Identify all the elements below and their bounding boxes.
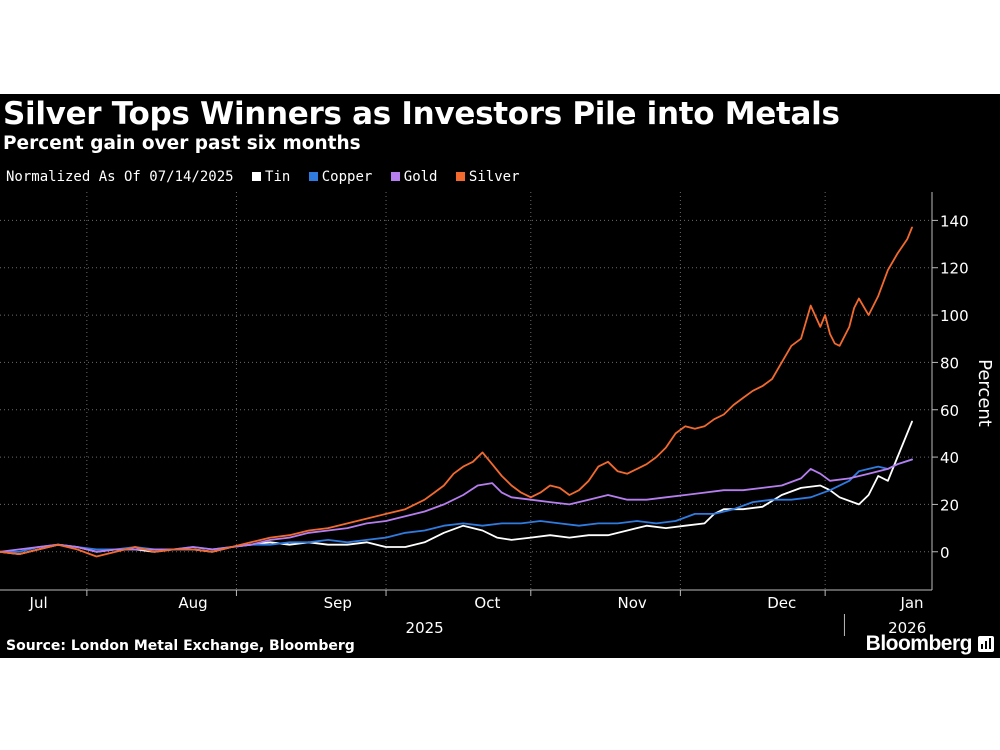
brand-wordmark: Bloomberg: [865, 632, 973, 655]
legend-item-copper: Copper: [308, 169, 373, 185]
x-month-label-jul: Jul: [29, 594, 48, 612]
series-line-silver: [0, 226, 913, 558]
x-month-label-sep: Sep: [324, 594, 352, 612]
x-month-label-aug: Aug: [178, 594, 207, 612]
series-line-copper: [0, 458, 913, 553]
legend-prefix: Normalized As Of 07/14/2025: [6, 169, 234, 185]
legend-label-tin: Tin: [265, 169, 291, 185]
x-year-label-2026: 2026: [888, 619, 926, 637]
y-tick-label-4: 80: [940, 354, 959, 372]
y-tick-label-1: 20: [940, 496, 959, 514]
chart-panel: [0, 94, 1000, 658]
y-tick-label-2: 40: [940, 449, 959, 467]
series-line-gold: [0, 458, 913, 553]
chart-subtitle: Percent gain over past six months: [3, 133, 361, 154]
x-month-label-jan: Jan: [899, 594, 923, 612]
legend: Normalized As Of 07/14/2025 Tin Copper G…: [6, 169, 520, 185]
legend-label-silver: Silver: [468, 169, 520, 185]
source-note: Source: London Metal Exchange, Bloomberg: [6, 638, 355, 654]
x-year-label-2025: 2025: [406, 619, 444, 637]
x-month-label-oct: Oct: [474, 594, 500, 612]
chart-title: Silver Tops Winners as Investors Pile in…: [3, 96, 840, 132]
legend-swatch-gold: [390, 172, 400, 181]
y-tick-label-5: 100: [940, 307, 969, 325]
y-tick-label-6: 120: [940, 260, 969, 278]
x-month-label-nov: Nov: [617, 594, 646, 612]
legend-item-silver: Silver: [455, 169, 520, 185]
legend-item-gold: Gold: [390, 169, 438, 185]
legend-swatch-copper: [308, 172, 318, 181]
y-tick-label-3: 60: [940, 402, 959, 420]
y-axis-title: Percent: [974, 359, 995, 427]
legend-item-tin: Tin: [252, 169, 290, 185]
legend-label-gold: Gold: [403, 169, 438, 185]
series-line-tin: [0, 420, 913, 556]
legend-label-copper: Copper: [321, 169, 373, 185]
y-tick-label-0: 0: [940, 544, 950, 562]
bloomberg-logo-icon: [978, 636, 994, 652]
y-tick-label-7: 140: [940, 212, 969, 230]
legend-swatch-silver: [455, 172, 465, 181]
legend-swatch-tin: [252, 172, 262, 181]
x-month-label-dec: Dec: [767, 594, 796, 612]
line-chart: 0 20 40 60 80 100 120 140 Percent Jul Aug Sep Oct Nov…: [0, 192, 995, 637]
